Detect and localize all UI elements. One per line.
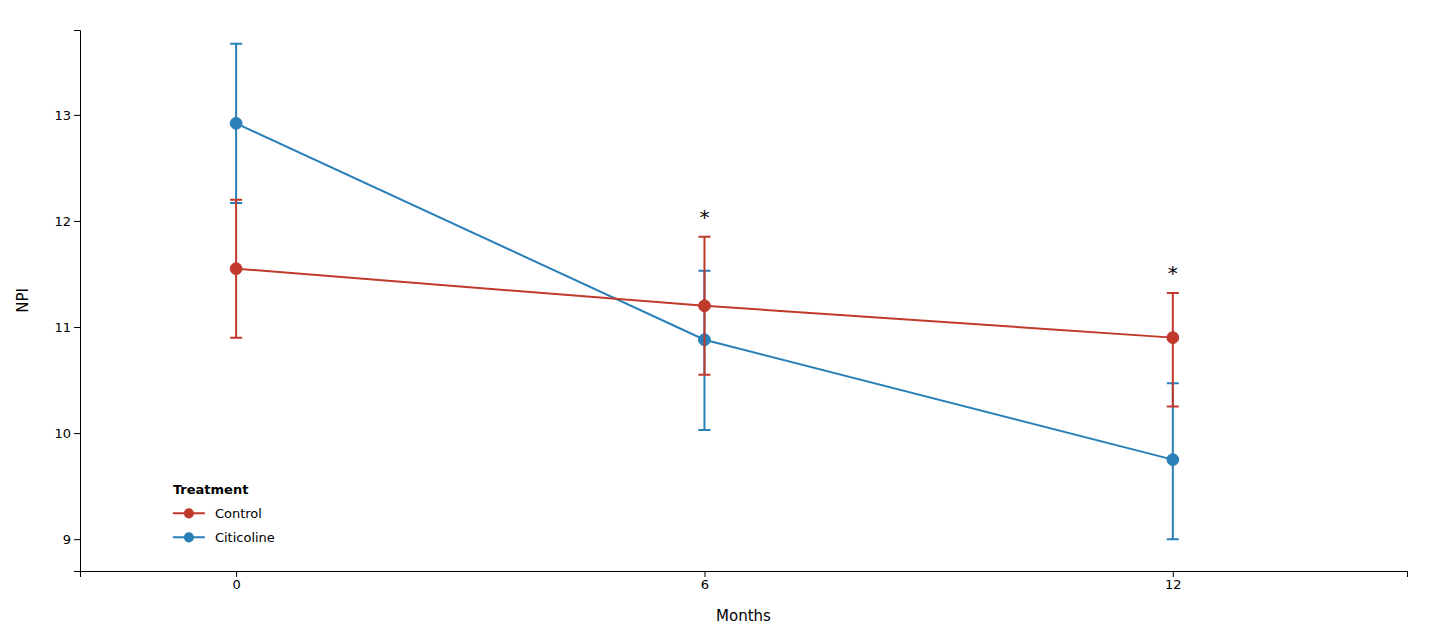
legend: Treatment Control Citicoline [173,482,275,545]
y-axis-title: NPI [14,288,32,313]
error-bar-upper [230,200,242,269]
legend-swatch-marker [184,532,194,542]
error-bar-upper [1167,293,1179,338]
legend-title: Treatment [173,482,249,497]
tick-mark [74,115,80,116]
tick: 12 [54,214,80,229]
tick-label: 13 [54,108,71,123]
legend-label: Citicoline [215,530,275,545]
point [230,263,242,275]
axis-line [81,572,1408,578]
series [230,200,1179,407]
x-axis: 0 6 12 [81,571,1408,592]
tick: 9 [63,532,80,547]
tick-label: 6 [701,577,709,592]
line [236,123,1173,459]
tick: 12 [1165,571,1182,592]
tick-label: 12 [1165,577,1182,592]
error-bar-upper [698,237,710,306]
tick-mark [1173,571,1174,577]
error-bar-lower [698,306,710,375]
error-bar-lower [1167,338,1179,407]
legend-swatch-marker [184,508,194,518]
legend-entry: Control [173,506,262,521]
tick-mark [74,433,80,434]
tick: 6 [701,571,709,592]
error-bar-upper [230,44,242,124]
axis-line [74,31,81,572]
point [1167,332,1179,344]
tick-label: 9 [63,532,71,547]
point [699,300,711,312]
tick-mark [74,327,80,328]
tick-mark [704,571,705,577]
point [230,117,242,129]
tick-label: 12 [54,214,71,229]
tick: 13 [54,108,80,123]
tick-mark [74,539,80,540]
tick-label: 11 [54,320,71,335]
tick: 11 [54,320,80,335]
legend-label: Control [215,506,262,521]
chart: 0 6 12 9 10 11 12 13 Months NPI * * Treatment Control… [0,0,1437,641]
legend-entry: Citicoline [173,530,275,545]
error-bar-lower [230,269,242,338]
y-axis: 9 10 11 12 13 [54,31,80,572]
annotation: * [1168,261,1178,285]
plot-area [230,44,1179,539]
error-bar-lower [1167,460,1179,540]
tick-mark [74,221,80,222]
tick-label: 0 [232,577,240,592]
series [230,44,1179,539]
error-bar-lower [230,123,242,203]
tick-mark [236,571,237,577]
tick-label: 10 [54,426,71,441]
annotation: * [699,205,709,229]
tick: 10 [54,426,80,441]
x-axis-title: Months [716,607,771,625]
tick: 0 [232,571,240,592]
point [1167,454,1179,466]
